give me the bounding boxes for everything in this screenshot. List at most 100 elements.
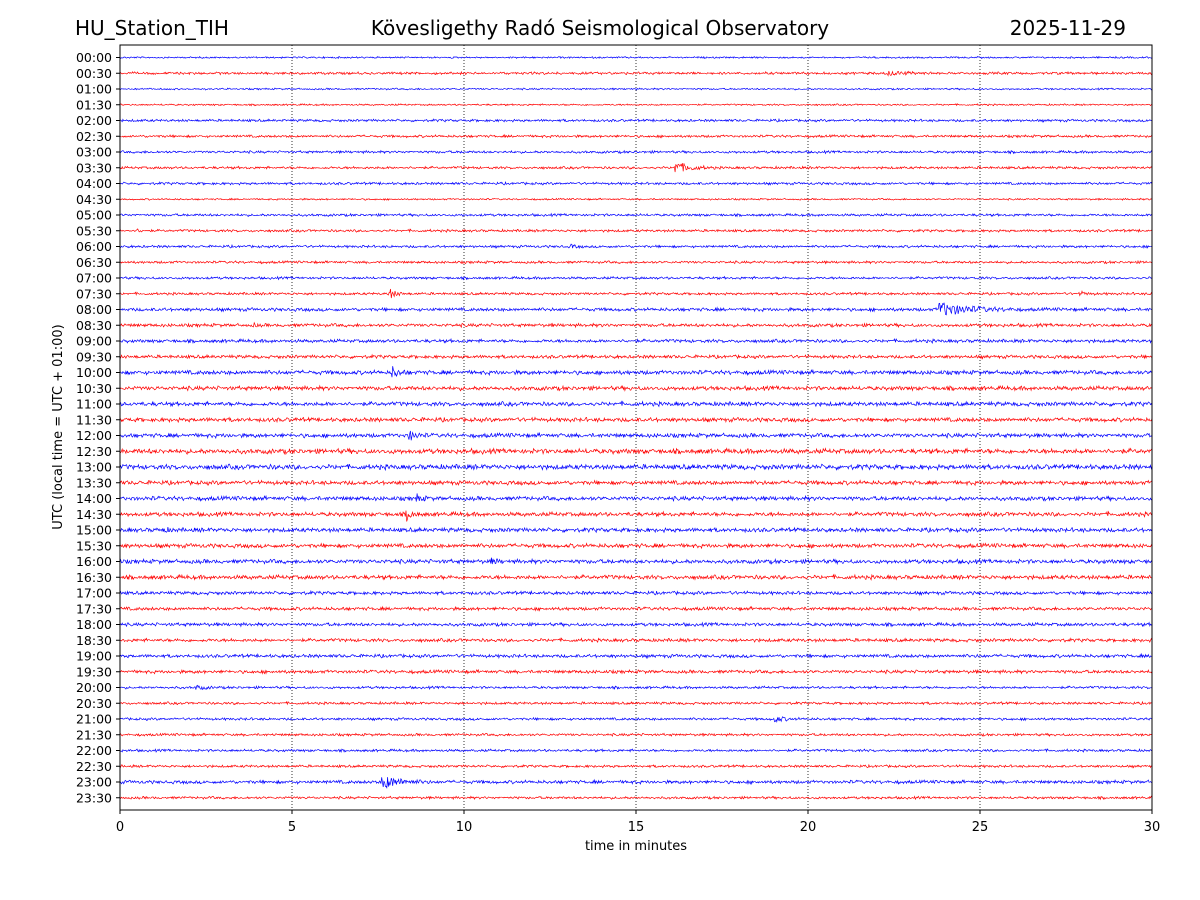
x-tick-label: 30 — [1144, 820, 1161, 835]
trace-04:00 — [119, 180, 1153, 186]
trace-11:00 — [119, 400, 1153, 408]
x-axis-label: time in minutes — [585, 839, 687, 854]
y-tick-label: 14:00 — [76, 491, 112, 506]
trace-21:30 — [119, 732, 1153, 738]
date-title: 2025-11-29 — [1010, 16, 1126, 40]
trace-group — [119, 55, 1153, 801]
x-tick-label: 20 — [800, 820, 817, 835]
y-tick-label: 10:00 — [76, 365, 112, 380]
trace-01:30 — [119, 103, 1153, 107]
trace-02:30 — [119, 133, 1153, 139]
trace-03:30 — [119, 163, 1153, 173]
y-tick-label: 19:00 — [76, 649, 112, 664]
y-tick-label: 23:30 — [76, 790, 112, 805]
trace-06:00 — [120, 243, 1153, 250]
trace-06:30 — [119, 259, 1153, 265]
grid-lines — [291, 45, 981, 810]
y-tick-label: 09:30 — [76, 349, 112, 364]
x-tick-label: 0 — [116, 820, 124, 835]
y-tick-label: 11:00 — [76, 397, 112, 412]
trace-21:00 — [119, 716, 1153, 724]
y-tick-label: 23:00 — [76, 775, 112, 790]
y-axis-label: UTC (local time = UTC + 01:00) — [51, 324, 66, 529]
y-tick-label: 20:00 — [76, 680, 112, 695]
x-tick-label: 25 — [972, 820, 989, 835]
trace-15:30 — [119, 542, 1153, 550]
y-tick-label: 08:30 — [76, 318, 112, 333]
y-tick-label: 06:00 — [76, 239, 112, 254]
trace-16:00 — [119, 557, 1153, 566]
y-tick-label: 05:00 — [76, 208, 112, 223]
y-tick-label: 10:30 — [76, 381, 112, 396]
observatory-title: Kövesligethy Radó Seismological Observat… — [371, 16, 829, 40]
y-tick-label: 16:00 — [76, 554, 112, 569]
y-tick-label: 15:30 — [76, 538, 112, 553]
x-axis-ticks: 0 5 10 15 20 25 30 — [116, 810, 1160, 835]
y-tick-label: 00:30 — [76, 66, 112, 81]
y-tick-label: 22:30 — [76, 759, 112, 774]
y-tick-label: 01:30 — [76, 97, 112, 112]
y-tick-label: 02:00 — [76, 113, 112, 128]
station-title: HU_Station_TIH — [75, 16, 229, 40]
y-tick-label: 03:00 — [76, 145, 112, 160]
trace-00:00 — [119, 55, 1153, 60]
y-tick-label: 02:30 — [76, 129, 112, 144]
y-tick-label: 05:30 — [76, 223, 112, 238]
trace-19:30 — [119, 668, 1153, 675]
trace-11:30 — [119, 416, 1153, 424]
y-tick-label: 17:30 — [76, 601, 112, 616]
trace-07:00 — [119, 275, 1153, 281]
trace-05:00 — [119, 212, 1153, 218]
trace-17:30 — [119, 605, 1153, 612]
trace-22:30 — [119, 763, 1152, 769]
y-tick-label: 08:00 — [76, 302, 112, 317]
trace-16:30 — [119, 573, 1153, 581]
trace-01:00 — [119, 87, 1153, 91]
trace-14:30 — [119, 510, 1153, 522]
y-tick-label: 18:30 — [76, 633, 112, 648]
trace-04:30 — [119, 197, 1153, 201]
y-tick-label: 04:00 — [76, 176, 112, 191]
x-tick-label: 15 — [628, 820, 645, 835]
y-tick-label: 15:00 — [76, 523, 112, 538]
y-tick-label: 07:00 — [76, 271, 112, 286]
y-tick-label: 22:00 — [76, 743, 112, 758]
y-tick-label: 13:30 — [76, 475, 112, 490]
y-tick-label: 20:30 — [76, 696, 112, 711]
trace-08:30 — [119, 321, 1153, 329]
trace-20:00 — [119, 684, 1153, 691]
y-tick-label: 01:00 — [76, 82, 112, 97]
y-tick-label: 18:00 — [76, 617, 112, 632]
trace-15:00 — [119, 526, 1153, 534]
trace-05:30 — [119, 228, 1153, 233]
trace-09:00 — [119, 337, 1153, 345]
trace-22:00 — [119, 748, 1153, 753]
trace-18:00 — [119, 621, 1153, 628]
y-tick-label: 13:00 — [76, 460, 112, 475]
trace-00:30 — [119, 70, 1153, 77]
y-tick-label: 04:30 — [76, 192, 112, 207]
trace-08:00 — [119, 302, 1153, 316]
x-tick-label: 5 — [288, 820, 296, 835]
y-axis-ticks: 00:0000:3001:0001:3002:0002:3003:0003:30… — [76, 50, 120, 805]
trace-10:00 — [119, 366, 1153, 378]
y-tick-label: 11:30 — [76, 412, 112, 427]
trace-13:30 — [119, 479, 1153, 487]
y-tick-label: 19:30 — [76, 664, 112, 679]
y-tick-label: 12:00 — [76, 428, 112, 443]
y-tick-label: 21:30 — [76, 727, 112, 742]
y-tick-label: 21:00 — [76, 712, 112, 727]
y-tick-label: 17:00 — [76, 586, 112, 601]
trace-23:00 — [119, 777, 1153, 789]
y-tick-label: 12:30 — [76, 444, 112, 459]
trace-12:30 — [119, 447, 1153, 456]
trace-14:00 — [119, 493, 1153, 503]
trace-20:30 — [119, 700, 1153, 706]
y-tick-label: 07:30 — [76, 286, 112, 301]
trace-17:00 — [119, 589, 1153, 597]
trace-07:30 — [119, 288, 1153, 299]
y-tick-label: 06:30 — [76, 255, 112, 270]
trace-13:00 — [119, 463, 1153, 472]
trace-23:30 — [119, 795, 1153, 801]
